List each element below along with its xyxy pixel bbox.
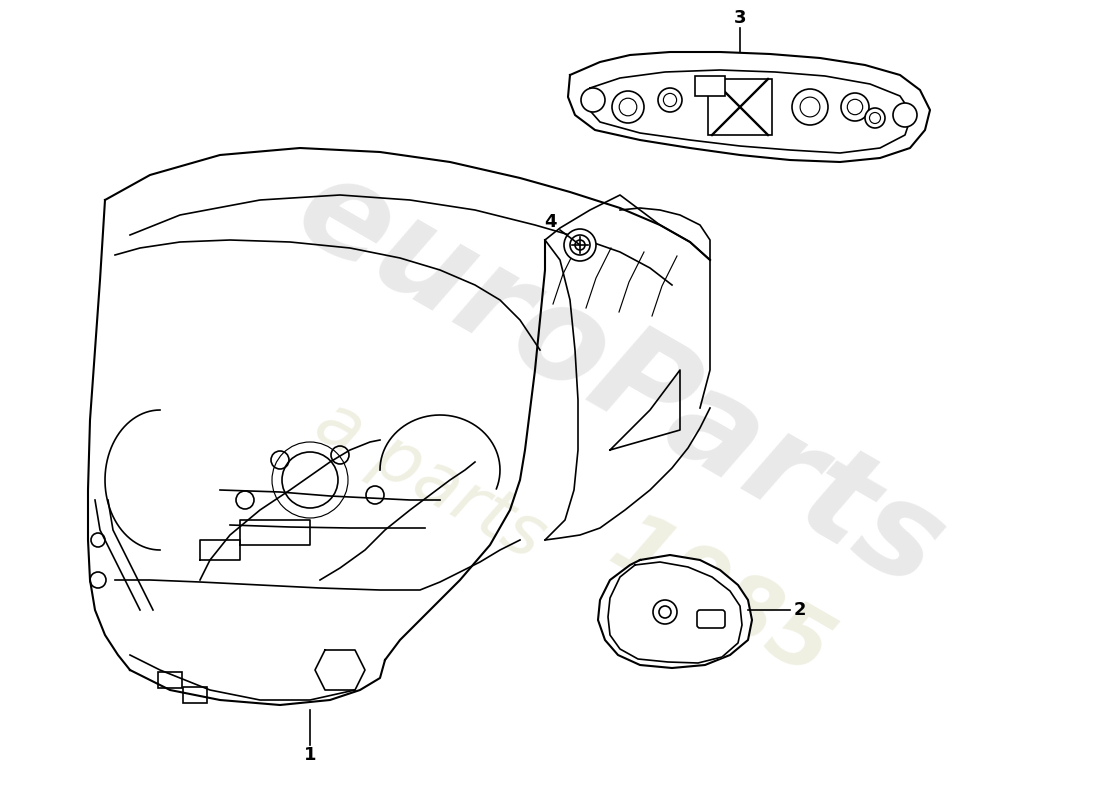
Bar <box>695 76 725 96</box>
Circle shape <box>893 103 917 127</box>
Circle shape <box>658 88 682 112</box>
Circle shape <box>564 229 596 261</box>
Circle shape <box>612 91 643 123</box>
Text: euroParts: euroParts <box>275 144 965 616</box>
Circle shape <box>570 235 590 255</box>
FancyBboxPatch shape <box>697 610 725 628</box>
Text: a parts: a parts <box>304 387 557 573</box>
Polygon shape <box>585 70 912 153</box>
Bar <box>708 79 772 135</box>
Polygon shape <box>598 555 752 668</box>
Bar <box>183 687 207 703</box>
Text: 3: 3 <box>734 9 746 27</box>
Text: 1985: 1985 <box>595 504 845 696</box>
Circle shape <box>653 600 676 624</box>
Polygon shape <box>608 562 742 663</box>
Circle shape <box>581 88 605 112</box>
Polygon shape <box>568 52 930 162</box>
Bar <box>158 672 182 688</box>
Circle shape <box>792 89 828 125</box>
Text: 4: 4 <box>543 213 557 231</box>
Circle shape <box>842 93 869 121</box>
Text: 2: 2 <box>794 601 806 619</box>
Text: 1: 1 <box>304 746 317 764</box>
Circle shape <box>865 108 886 128</box>
